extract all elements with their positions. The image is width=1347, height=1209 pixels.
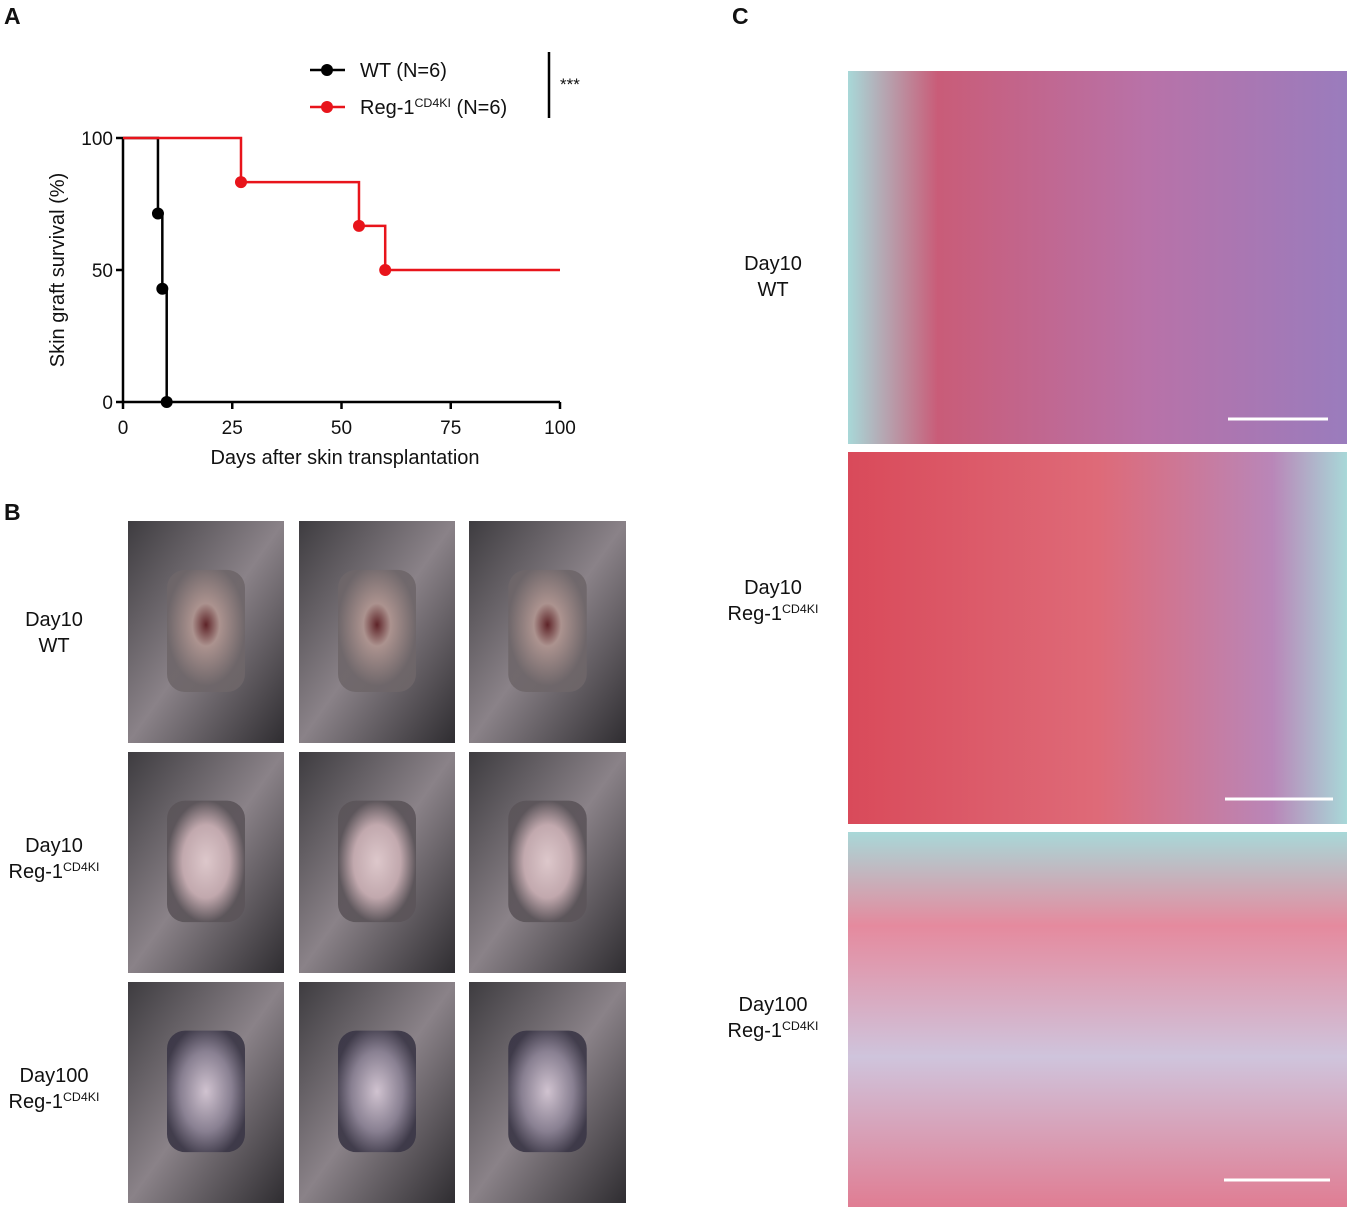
legend-label-part: Reg-1	[360, 97, 414, 119]
photo-grid	[128, 71, 1347, 1207]
photo-graft	[167, 569, 245, 692]
photo-graft	[508, 800, 587, 923]
row-label-part: CD4KI	[63, 1090, 100, 1104]
photo-graft	[338, 1030, 416, 1153]
legend-marker	[321, 101, 333, 113]
histology-image	[848, 832, 1347, 1207]
x-tick-label: 100	[544, 418, 576, 439]
event-marker	[379, 264, 392, 276]
row-label-part: Reg-1	[9, 1091, 63, 1113]
row-label-part: WT	[38, 635, 69, 657]
legend-label: Reg-1CD4KI (N=6)	[360, 96, 507, 119]
photo-graft	[338, 569, 416, 692]
y-axis-label: Skin graft survival (%)	[47, 173, 69, 368]
legend-marker	[321, 64, 333, 76]
histology-image	[848, 71, 1347, 444]
legend-label-part: (N=6)	[451, 97, 507, 119]
y-tick-label: 100	[81, 129, 113, 150]
row-label-part: CD4KI	[782, 602, 819, 616]
event-marker	[160, 396, 173, 408]
panel-label: A	[4, 3, 21, 29]
row-label-part: Reg-1	[728, 1020, 782, 1042]
row-label-part: Day10	[744, 577, 802, 599]
survival-line	[123, 136, 168, 402]
x-axis-label: Days after skin transplantation	[210, 447, 479, 469]
row-label: Reg-1CD4KI	[728, 1019, 819, 1042]
x-tick-label: 50	[331, 418, 352, 439]
row-label-part: CD4KI	[63, 860, 100, 874]
legend-label-part: WT (N=6)	[360, 60, 447, 82]
histology-image	[848, 452, 1347, 824]
row-label-part: Day100	[739, 994, 808, 1016]
row-label-part: WT	[757, 279, 788, 301]
event-marker	[234, 176, 247, 189]
photo-graft	[167, 1030, 245, 1153]
survival-line	[123, 136, 560, 272]
row-label: Reg-1CD4KI	[9, 860, 100, 883]
panel-label: C	[732, 3, 749, 29]
row-label-part: Reg-1	[728, 603, 782, 625]
photo-graft	[338, 800, 416, 923]
row-label: Day10	[744, 577, 802, 599]
row-label-part: Day10	[25, 609, 83, 631]
y-tick-label: 0	[102, 393, 113, 414]
event-marker	[151, 207, 164, 220]
panel-label: B	[4, 499, 21, 525]
row-label-part: Day10	[744, 253, 802, 275]
x-tick-label: 75	[440, 418, 461, 439]
row-label: Day10	[25, 835, 83, 857]
event-marker	[352, 219, 365, 232]
y-tick-label: 50	[92, 261, 113, 282]
photo-graft	[508, 1030, 587, 1153]
photo-graft	[508, 569, 587, 692]
row-label: Reg-1CD4KI	[728, 602, 819, 625]
x-tick-label: 0	[118, 418, 129, 439]
row-label: WT	[757, 279, 788, 301]
row-label: Day10	[744, 253, 802, 275]
row-label: Day10	[25, 609, 83, 631]
row-label: Day100	[739, 994, 808, 1016]
row-label: Day100	[20, 1065, 89, 1087]
row-label-part: Day10	[25, 835, 83, 857]
legend-label: WT (N=6)	[360, 60, 447, 82]
row-label: WT	[38, 635, 69, 657]
row-label-part: Reg-1	[9, 861, 63, 883]
event-marker	[156, 282, 169, 295]
significance: ***	[560, 75, 580, 94]
photo-graft	[167, 800, 245, 923]
legend-label-part: CD4KI	[414, 96, 451, 110]
row-label-part: CD4KI	[782, 1019, 819, 1033]
row-label-part: Day100	[20, 1065, 89, 1087]
row-label: Reg-1CD4KI	[9, 1090, 100, 1113]
x-tick-label: 25	[222, 418, 243, 439]
